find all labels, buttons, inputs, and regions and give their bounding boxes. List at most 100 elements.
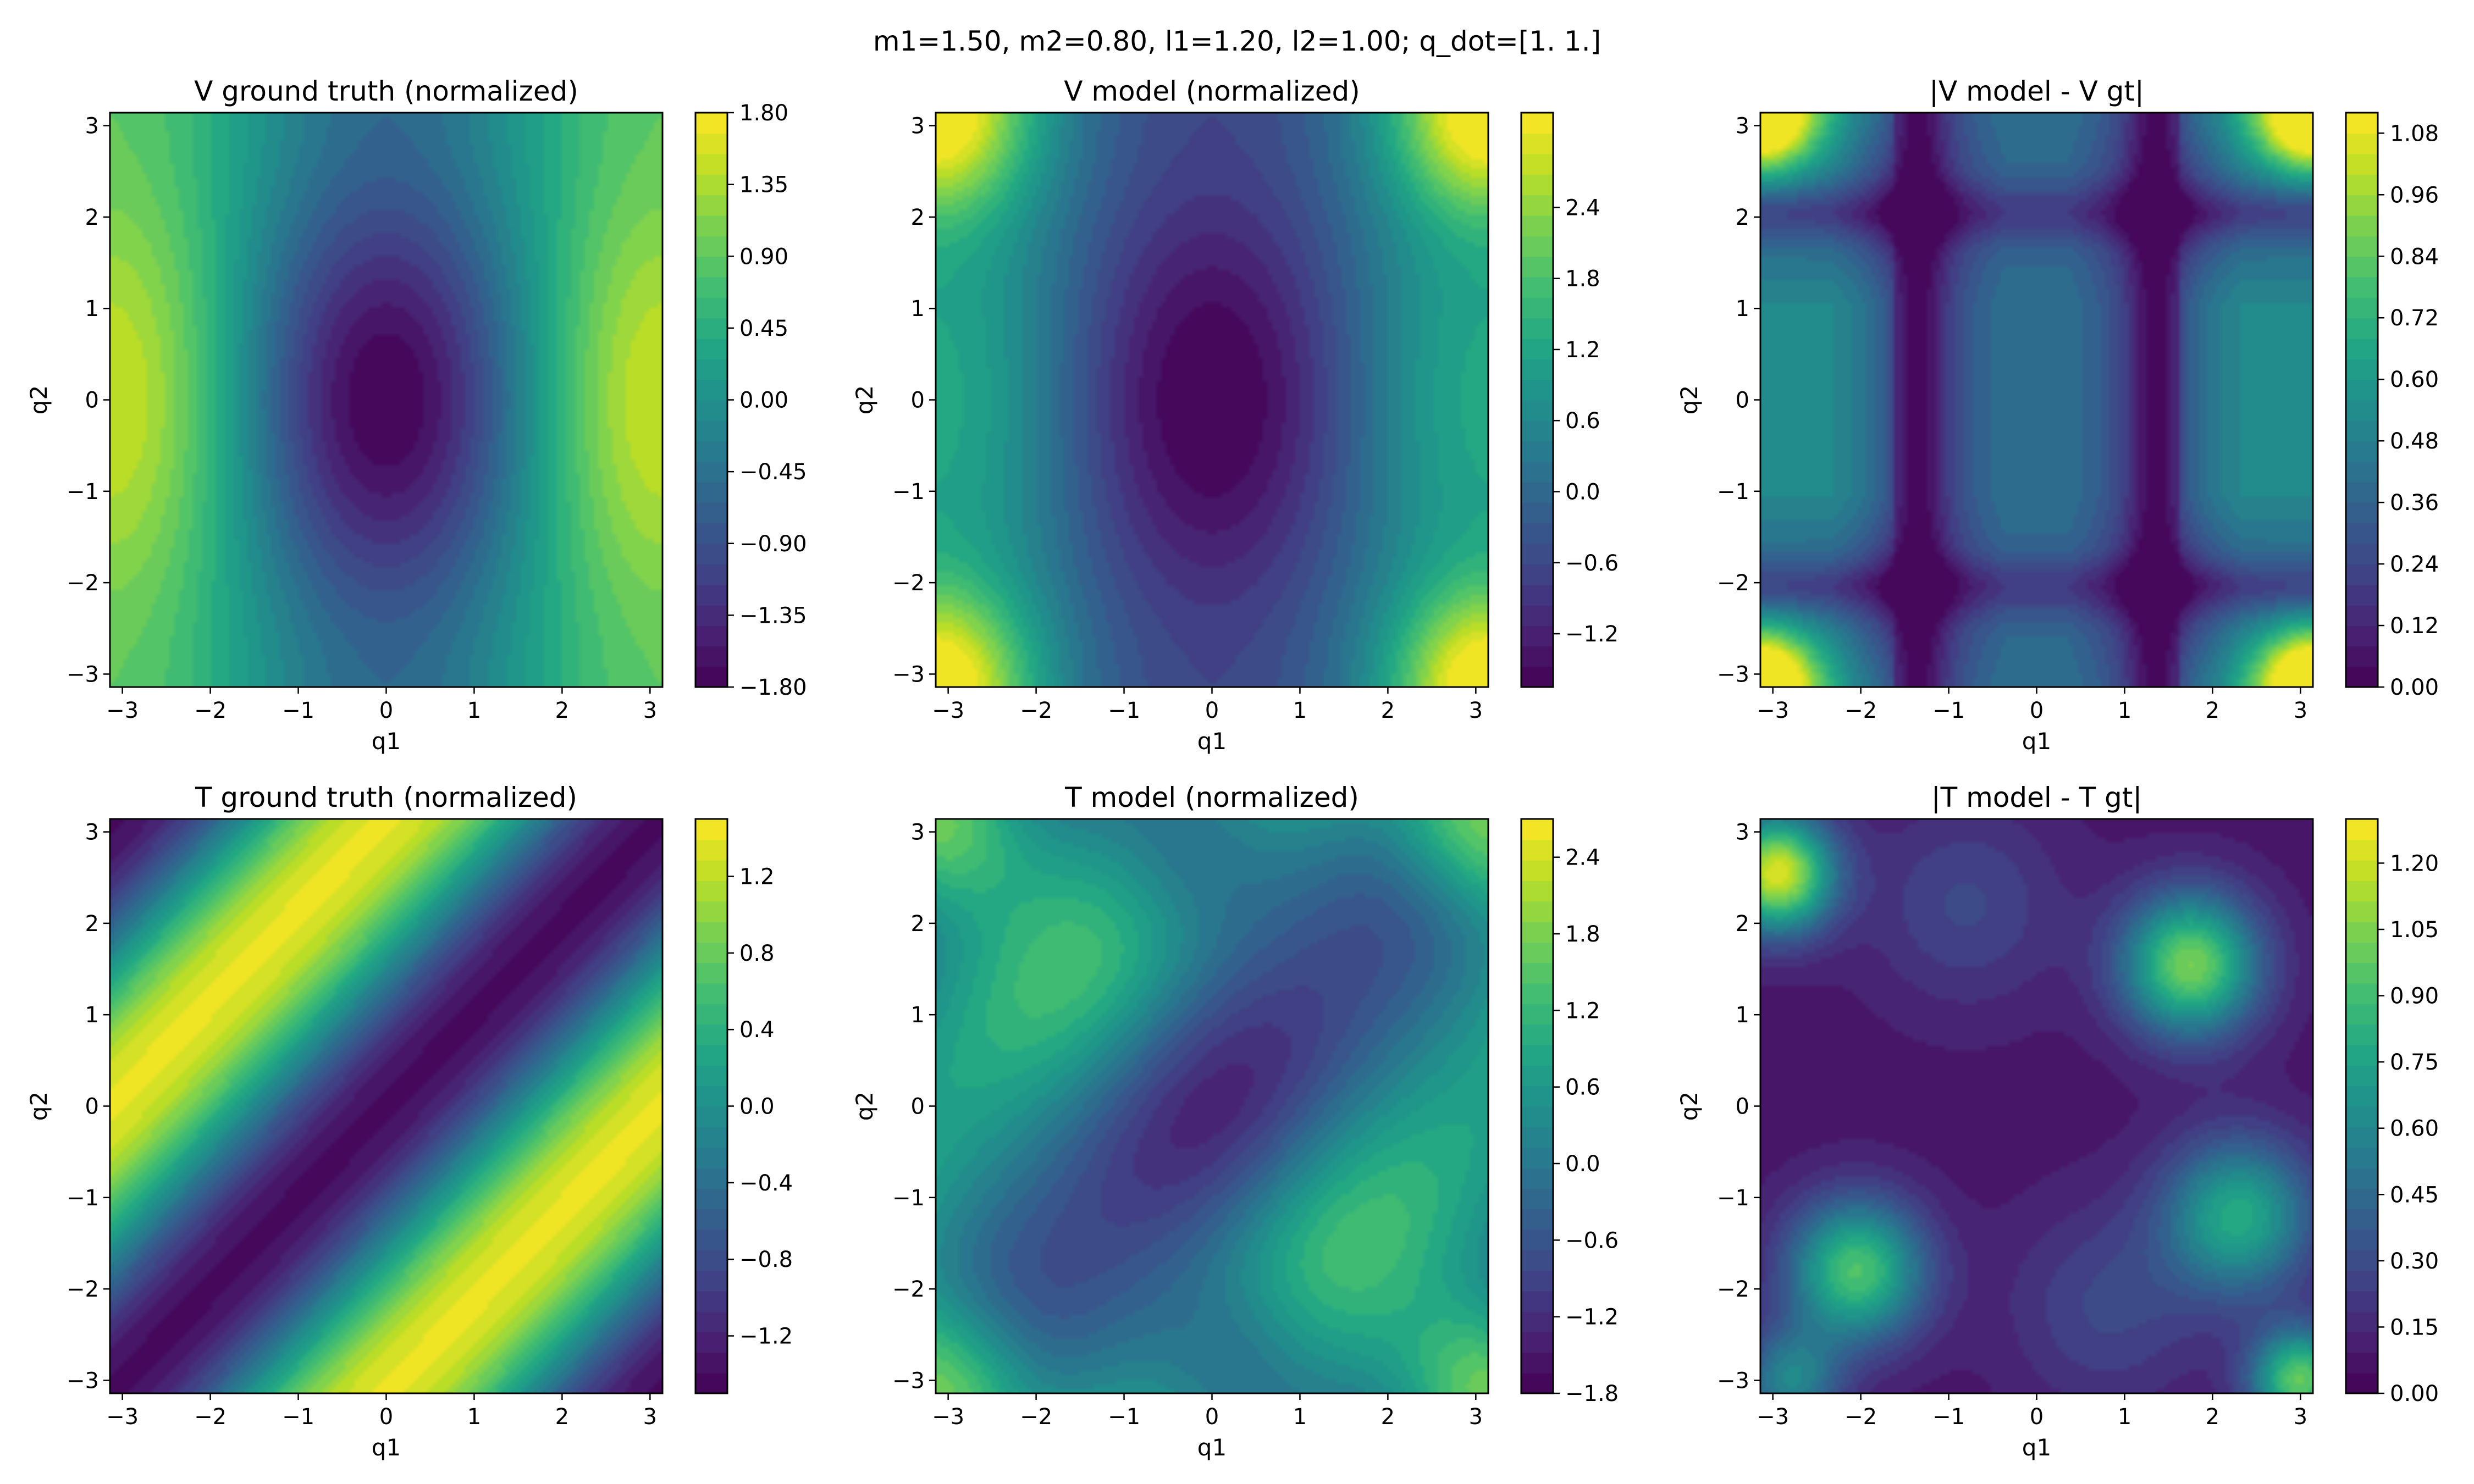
y-tick-label: −1 <box>1717 479 1749 505</box>
colorbar-band <box>2346 983 2378 1004</box>
y-tick-label: 3 <box>1736 114 1749 139</box>
colorbar-band <box>2346 1270 2378 1292</box>
colorbar-band <box>695 860 727 881</box>
x-tick-label: 2 <box>1381 1404 1395 1430</box>
colorbar-band <box>1521 1352 1553 1374</box>
x-tick-label: −3 <box>106 698 139 723</box>
colorbar-band <box>695 400 727 421</box>
colorbar-band <box>2346 523 2378 544</box>
colorbar-band <box>695 605 727 627</box>
y-tick-label: 2 <box>1736 205 1749 230</box>
colorbar-band <box>2346 441 2378 462</box>
colorbar-band <box>2346 235 2378 257</box>
x-tick-label: 3 <box>643 1404 657 1430</box>
x-tick-label: −2 <box>1845 1404 1877 1430</box>
colorbar-band <box>695 502 727 524</box>
colorbar-band <box>695 839 727 861</box>
colorbar-band <box>2346 276 2378 298</box>
heatmap-v_gt <box>110 113 662 687</box>
x-tick-label: 2 <box>2206 1404 2219 1430</box>
figure-suptitle: m1=1.50, m2=0.80, l1=1.20, l2=1.00; q_do… <box>873 25 1601 57</box>
x-tick-label: 3 <box>2294 698 2307 723</box>
colorbar-band <box>1521 1044 1553 1066</box>
x-tick-label: 3 <box>643 698 657 723</box>
colorbar-band <box>1521 400 1553 421</box>
colorbar-band <box>695 461 727 483</box>
colorbar-band <box>2346 584 2378 606</box>
colorbar-band <box>695 338 727 359</box>
y-tick-label: −1 <box>892 479 925 505</box>
colorbar-band <box>2346 256 2378 278</box>
heatmap-t_err <box>1760 819 2313 1393</box>
y-tick-label: 3 <box>1736 820 1749 845</box>
colorbar-band <box>1521 133 1553 154</box>
y-tick-label: 1 <box>911 296 925 322</box>
colorbar-band <box>695 1270 727 1292</box>
y-tick-label: 2 <box>1736 911 1749 937</box>
colorbar-frame <box>1520 112 1554 688</box>
colorbar-tick-label: 0.6 <box>1565 1075 1600 1100</box>
x-tick-label: 0 <box>1205 698 1219 723</box>
x-axis-label: q1 <box>2022 1434 2051 1461</box>
subplot-t_model: T model (normalized) −3 −2 −1 0 1 2 3 −3 −2 −1 0 1 2 3… <box>851 782 1619 1461</box>
colorbar-band <box>2346 1106 2378 1127</box>
colorbar-tick-label: 0.00 <box>2390 675 2439 700</box>
y-tick-label: −3 <box>1717 662 1749 687</box>
x-tick-label: 1 <box>2118 1404 2131 1430</box>
colorbar-band <box>695 1106 727 1127</box>
colorbar-tick-label: 0.72 <box>2390 306 2439 331</box>
y-tick-label: 2 <box>85 205 99 230</box>
x-tick-label: 2 <box>555 1404 569 1430</box>
panel-title: |T model - T gt| <box>1931 782 2142 813</box>
colorbar-tick-label: 0.0 <box>739 1094 775 1120</box>
x-tick-label: 0 <box>379 1404 393 1430</box>
colorbar-tick-label: 0.4 <box>739 1017 775 1043</box>
colorbar-band <box>2346 564 2378 585</box>
colorbar-band <box>1521 860 1553 881</box>
subplot-grid: V ground truth (normalized)−3 −2 −1 0 1 2 3−3−… <box>25 75 2439 1461</box>
colorbar: 0.00 0.12 0.24 0.36 0.48 0.60 0.72 0.84 0.96 1.08 <box>2345 112 2439 700</box>
colorbar-band <box>1521 481 1553 503</box>
colorbar-tick-label: 0.6 <box>1565 408 1600 434</box>
y-tick-label: 2 <box>911 911 925 937</box>
colorbar-band <box>695 1126 727 1148</box>
colorbar-tick-label: −1.35 <box>739 603 807 628</box>
colorbar-band <box>1521 1024 1553 1045</box>
colorbar-band <box>695 358 727 380</box>
colorbar-band <box>2346 1229 2378 1250</box>
colorbar-band <box>1521 646 1553 667</box>
y-axis-label: q2 <box>851 385 878 414</box>
y-tick-label: −2 <box>67 571 99 596</box>
colorbar-tick-label: −1.2 <box>1565 622 1619 647</box>
colorbar-band <box>1521 338 1553 359</box>
colorbar-band <box>1521 420 1553 442</box>
colorbar-band <box>695 195 727 216</box>
colorbar-band <box>1521 1147 1553 1169</box>
y-tick-label: −3 <box>892 662 925 687</box>
y-tick-label: −3 <box>892 1368 925 1393</box>
colorbar-band <box>2346 962 2378 984</box>
subplot-t_gt: T ground truth (normalized) −3 −2 −1 0 1 2 3 −3 −… <box>25 782 793 1461</box>
colorbar-band <box>695 1372 727 1394</box>
colorbar-band <box>695 625 727 647</box>
y-tick-label: −2 <box>1717 1277 1749 1302</box>
colorbar-frame <box>1520 818 1554 1394</box>
x-tick-label: 2 <box>555 698 569 723</box>
subplot-t_err: |T model - T gt| −3 −2 −1 0 1 2 3 −3 −2 −1 0 1 2 3 q1 q2… <box>1676 782 2439 1461</box>
colorbar-band <box>695 379 727 401</box>
colorbar-band <box>695 235 727 257</box>
colorbar-band <box>1521 1372 1553 1394</box>
x-tick-label: 1 <box>2118 698 2131 723</box>
colorbar-band <box>1521 584 1553 606</box>
colorbar-band <box>1521 297 1553 319</box>
y-tick-label: 3 <box>911 820 925 845</box>
y-tick-label: 3 <box>85 820 99 845</box>
colorbar-band <box>1521 1270 1553 1292</box>
y-tick-label: −1 <box>1717 1186 1749 1211</box>
colorbar-tick-label: −1.8 <box>1565 1381 1619 1407</box>
x-tick-label: −3 <box>932 1404 964 1430</box>
colorbar-band <box>2346 338 2378 359</box>
colorbar-band <box>1521 195 1553 216</box>
colorbar-band <box>2346 1372 2378 1394</box>
colorbar-tick-label: −1.80 <box>739 675 807 700</box>
